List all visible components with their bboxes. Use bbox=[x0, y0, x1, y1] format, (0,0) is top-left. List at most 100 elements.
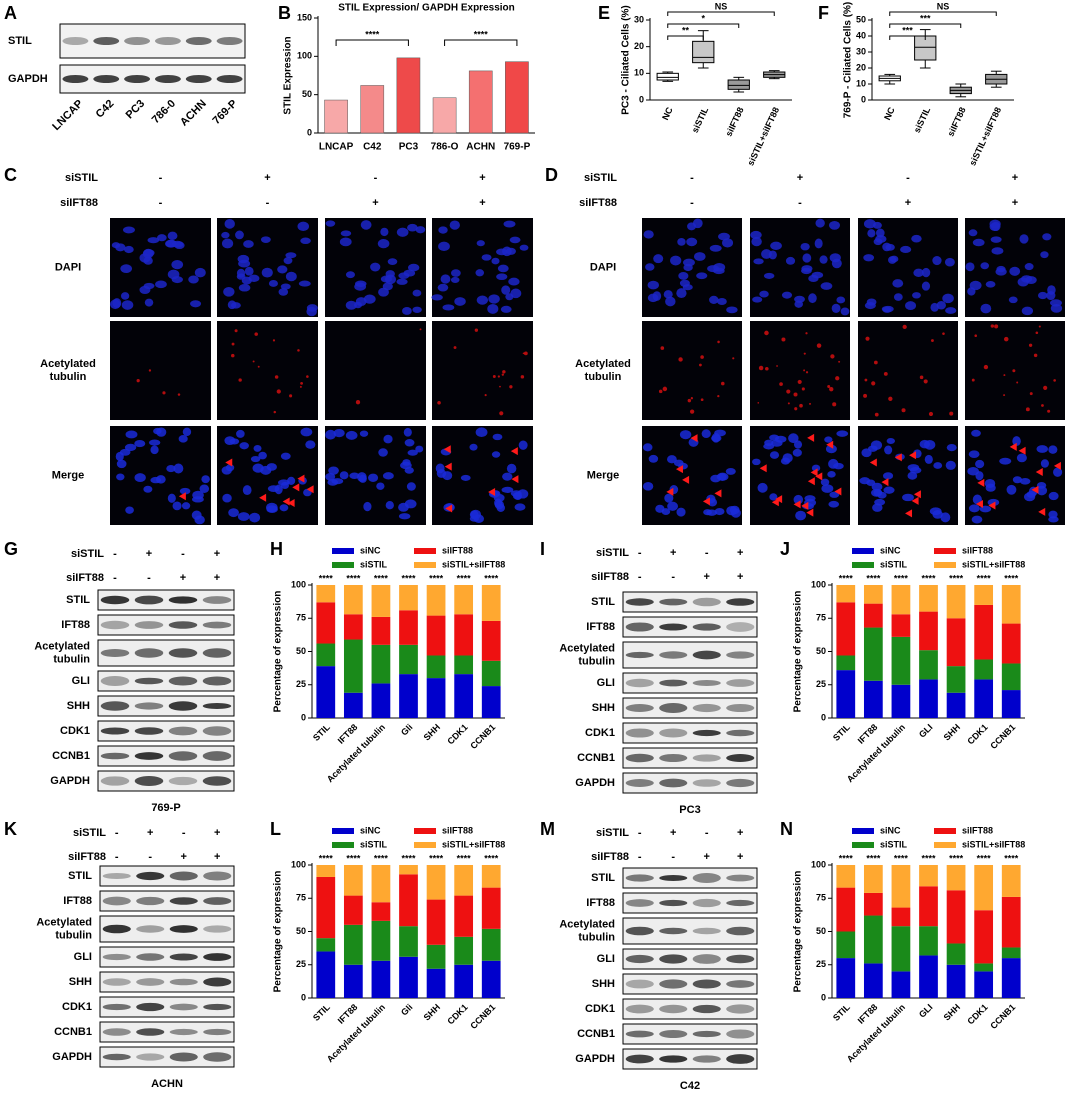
cilia-signal bbox=[1038, 325, 1041, 328]
bar-segment bbox=[919, 926, 938, 956]
nucleus bbox=[412, 289, 422, 297]
row-label: STIL bbox=[66, 594, 90, 606]
nucleus bbox=[449, 220, 460, 230]
nucleus bbox=[172, 501, 182, 511]
bar-segment bbox=[863, 865, 883, 893]
nucleus bbox=[1012, 436, 1021, 447]
bar-segment bbox=[974, 659, 994, 680]
nucleus bbox=[676, 507, 686, 517]
bar-segment bbox=[371, 616, 391, 645]
nucleus bbox=[873, 238, 883, 246]
arrowhead bbox=[488, 488, 496, 497]
blot-band bbox=[134, 776, 164, 786]
treatment-sign: - bbox=[690, 172, 694, 184]
cilia-signal bbox=[658, 389, 663, 394]
nucleus bbox=[360, 220, 372, 230]
blot-band bbox=[726, 954, 755, 964]
blot-band bbox=[726, 899, 755, 907]
nucleus bbox=[250, 456, 261, 463]
nucleus bbox=[385, 500, 394, 510]
panel-label: N bbox=[780, 819, 793, 839]
nucleus bbox=[709, 244, 722, 252]
nucleus bbox=[781, 291, 793, 299]
cilia-signal bbox=[901, 408, 906, 413]
y-tick-label: 0 bbox=[301, 712, 306, 722]
bar-segment bbox=[426, 585, 446, 616]
nucleus bbox=[907, 464, 920, 471]
nucleus bbox=[481, 254, 492, 261]
cilia-signal bbox=[148, 369, 152, 372]
nucleus bbox=[354, 282, 367, 291]
row-label: STIL bbox=[8, 35, 32, 47]
nucleus bbox=[919, 439, 931, 449]
nucleus bbox=[1021, 275, 1033, 283]
y-tick-label: 50 bbox=[302, 89, 312, 99]
blot-band bbox=[692, 1030, 721, 1038]
nucleus bbox=[911, 234, 922, 243]
blot-frame bbox=[97, 695, 235, 717]
significance-label: * bbox=[701, 13, 705, 23]
y-tick-label: 25 bbox=[816, 959, 826, 969]
nucleus bbox=[1021, 306, 1034, 316]
bar-segment bbox=[481, 887, 501, 929]
bar-segment bbox=[974, 585, 994, 605]
nucleus bbox=[253, 444, 262, 452]
nucleus bbox=[491, 451, 501, 458]
nucleus bbox=[407, 449, 418, 456]
nucleus bbox=[440, 274, 451, 284]
nucleus bbox=[398, 513, 411, 520]
blot-band bbox=[625, 728, 654, 738]
nucleus bbox=[438, 226, 448, 234]
blot-band bbox=[625, 753, 654, 763]
blot-band bbox=[692, 898, 721, 908]
blot-band bbox=[169, 871, 198, 881]
treatment-sign: - bbox=[181, 548, 185, 560]
row-label: IFT88 bbox=[586, 621, 615, 633]
nucleus bbox=[882, 472, 894, 480]
bar-segment bbox=[426, 678, 446, 718]
cilia-signal bbox=[809, 402, 811, 405]
blot-band bbox=[692, 779, 721, 787]
cell-line-label: ACHN bbox=[151, 1078, 183, 1090]
nucleus bbox=[969, 280, 982, 291]
significance-label: **** bbox=[319, 573, 334, 583]
y-tick-label: 75 bbox=[296, 893, 306, 903]
nucleus bbox=[258, 451, 267, 460]
significance-label: **** bbox=[894, 573, 909, 583]
nucleus bbox=[431, 294, 443, 301]
blot-band bbox=[692, 729, 721, 737]
nucleus bbox=[396, 278, 408, 285]
row-label: SHH bbox=[67, 700, 90, 712]
nucleus bbox=[647, 293, 659, 303]
cilia-signal bbox=[990, 324, 995, 328]
blot-band bbox=[726, 729, 755, 737]
row-label: STIL bbox=[591, 872, 615, 884]
arrowhead bbox=[1035, 467, 1043, 476]
treatment-sign: - bbox=[638, 547, 642, 559]
blot-frame bbox=[622, 948, 758, 970]
nucleus bbox=[793, 440, 803, 449]
nucleus bbox=[437, 283, 449, 292]
cilia-signal bbox=[805, 371, 809, 374]
arrowhead bbox=[714, 489, 722, 498]
bar-segment bbox=[891, 614, 911, 637]
cilia-signal bbox=[272, 339, 276, 342]
cilia-signal bbox=[274, 375, 279, 379]
blot-frame bbox=[622, 867, 758, 889]
blot-frame bbox=[99, 890, 235, 912]
treatment-label: siSTIL bbox=[71, 548, 104, 560]
nucleus bbox=[836, 296, 846, 304]
bar-segment bbox=[399, 874, 418, 927]
bar-segment bbox=[371, 585, 391, 617]
nucleus bbox=[945, 460, 956, 470]
y-tick-label: 75 bbox=[296, 613, 306, 623]
arrowhead bbox=[510, 447, 518, 456]
nucleus bbox=[642, 482, 654, 491]
blot-frame bbox=[97, 745, 235, 767]
nucleus bbox=[236, 429, 245, 438]
nucleus bbox=[506, 247, 516, 255]
nucleus bbox=[864, 301, 876, 310]
nucleus bbox=[655, 504, 665, 513]
cilia-signal bbox=[297, 349, 300, 352]
blot-band bbox=[169, 1052, 198, 1062]
